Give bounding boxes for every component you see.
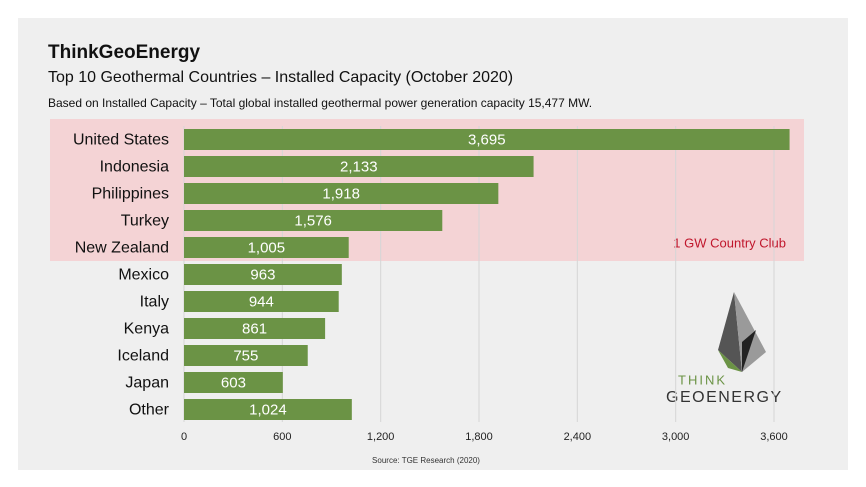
bar: [184, 237, 349, 258]
chart-subtitle: Top 10 Geothermal Countries – Installed …: [48, 69, 513, 86]
value-label: 963: [250, 266, 275, 283]
x-tick-label: 1,200: [367, 431, 395, 443]
bar: [184, 264, 342, 285]
value-label: 1,024: [249, 401, 287, 418]
value-label: 1,918: [322, 185, 360, 202]
y-tick-label: Indonesia: [100, 159, 169, 176]
y-tick-label: Philippines: [92, 186, 169, 203]
bar: [184, 291, 339, 312]
bar: [184, 210, 443, 231]
bar: [184, 183, 499, 204]
y-tick-label: Other: [129, 402, 170, 419]
logo-text: GEOENERGY: [666, 389, 783, 406]
x-tick-label: 600: [273, 431, 291, 443]
y-tick-label: Mexico: [118, 267, 169, 284]
chart-title: ThinkGeoEnergy: [48, 42, 200, 63]
logo-shape: [718, 350, 742, 372]
bar: [184, 372, 283, 393]
y-tick-label: New Zealand: [75, 240, 169, 257]
y-tick-label: Japan: [125, 375, 169, 392]
plot: 0 600 1,200 1,800 2,400 3,000 3,600 United Stat…: [73, 126, 790, 443]
value-label: 2,133: [340, 158, 378, 175]
annotation: 1 GW Country Club: [673, 235, 786, 250]
value-label: 861: [242, 320, 267, 337]
x-tick-label: 0: [181, 431, 187, 443]
bar: [184, 345, 308, 366]
y-tick-label: Kenya: [124, 321, 169, 338]
x-tick-label: 3,000: [662, 431, 690, 443]
value-label: 944: [249, 293, 274, 310]
bar: [184, 318, 326, 339]
logo-shape: [742, 330, 756, 372]
value-label: 1,005: [248, 239, 286, 256]
bar: [184, 399, 352, 420]
source: Source: TGE Research (2020): [372, 456, 480, 465]
y-tick-label: Turkey: [121, 213, 169, 230]
bar: [184, 156, 534, 177]
value-label: 603: [221, 374, 246, 391]
y-tick-label: Iceland: [117, 348, 169, 365]
y-tick-label: Italy: [140, 294, 169, 311]
x-tick-label: 2,400: [564, 431, 592, 443]
logo-text: THINK: [678, 372, 727, 387]
y-tick-label: United States: [73, 132, 169, 149]
value-label: 1,576: [294, 212, 332, 229]
description: Based on Installed Capacity – Total glob…: [48, 96, 592, 110]
x-tick-label: 1,800: [465, 431, 493, 443]
value-label: 3,695: [468, 131, 506, 148]
logo: THINK GEOENERGY: [666, 292, 783, 406]
value-label: 755: [233, 347, 258, 364]
bar: [184, 129, 790, 150]
x-tick-label: 3,600: [760, 431, 788, 443]
